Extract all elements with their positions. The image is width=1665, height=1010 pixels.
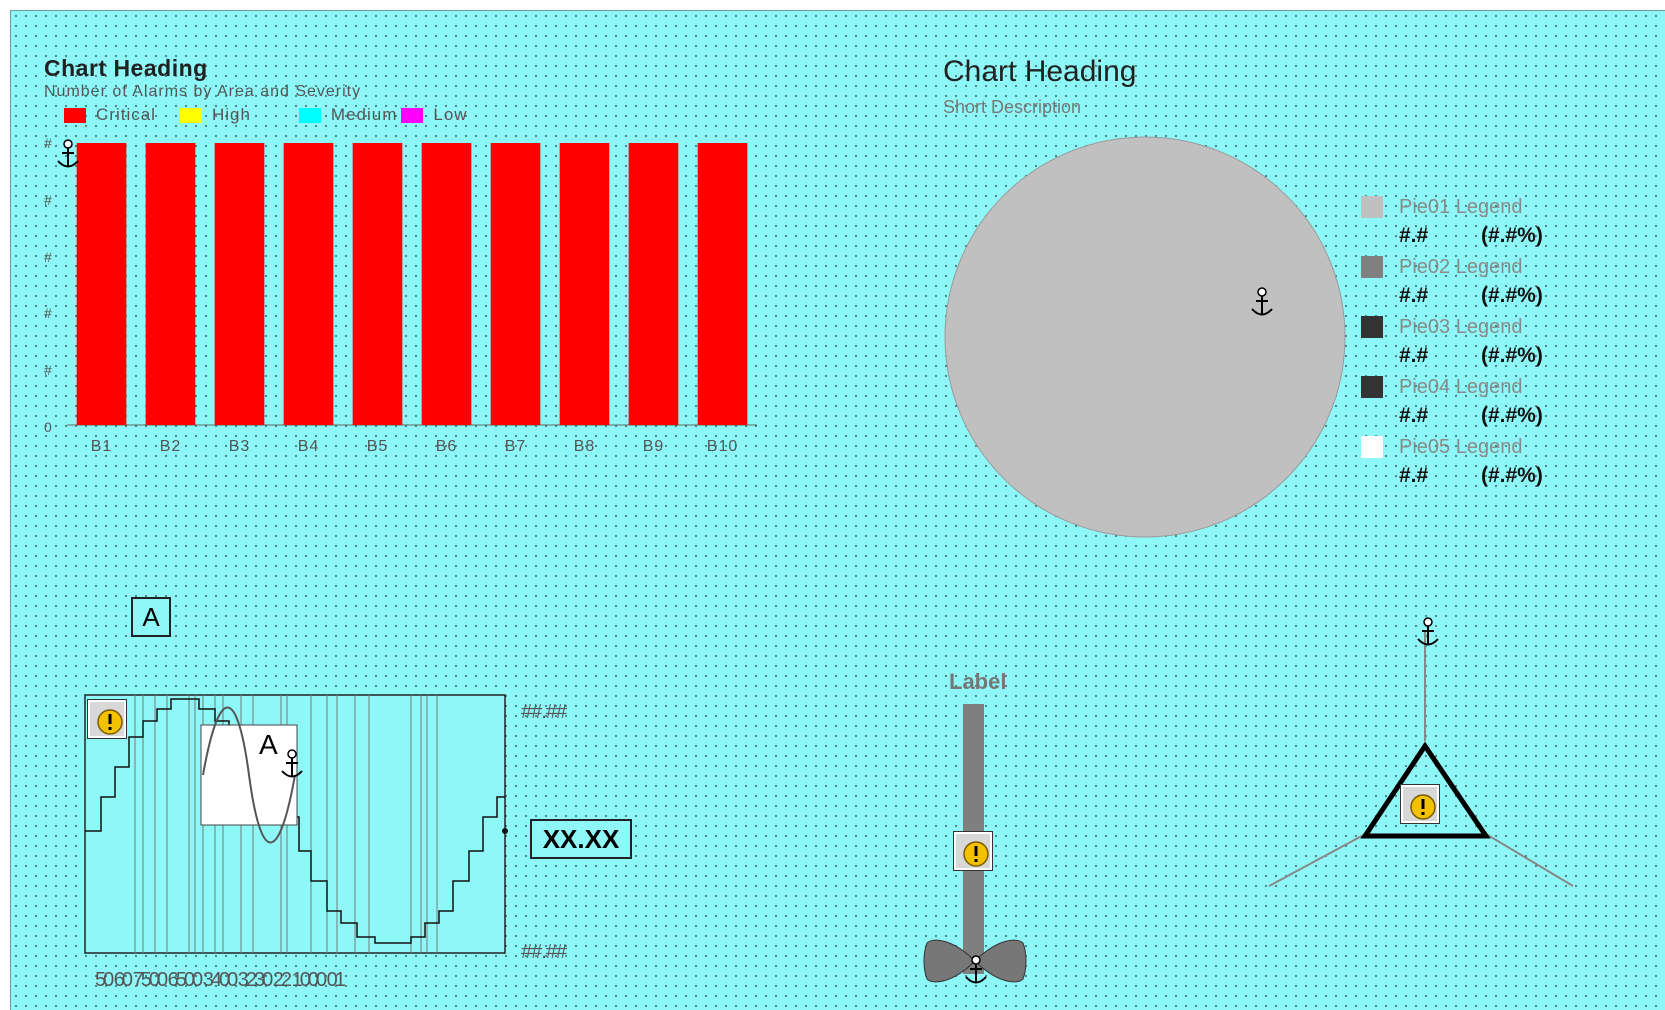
- pie-legend-swatch: [1361, 316, 1383, 338]
- pie-chart-plot: [944, 136, 1346, 538]
- anchor-icon[interactable]: [963, 955, 989, 994]
- trend-max-label: ##.##: [521, 701, 567, 723]
- design-canvas[interactable]: Chart Heading Number of Alarms by Area a…: [10, 10, 1665, 1010]
- bar-chart-legend: Critical High Medium Low: [64, 105, 468, 125]
- legend-swatch-low: [401, 107, 424, 123]
- bar-b9[interactable]: [628, 143, 679, 425]
- y-tick: #: [44, 135, 52, 151]
- x-tick-label: B3: [229, 438, 251, 455]
- pie-legend-swatch: [1361, 436, 1383, 458]
- legend-item-medium: Medium: [298, 105, 398, 125]
- label-box[interactable]: A: [131, 597, 171, 637]
- pie-legend-value: #.#: [1399, 404, 1429, 427]
- x-tick-label: B9: [643, 438, 665, 455]
- x-tick-label: B4: [298, 438, 320, 455]
- pie-legend-value: #.#: [1399, 284, 1429, 307]
- bar-chart-heading: Chart Heading: [44, 55, 208, 81]
- legend-swatch-medium: [298, 107, 321, 123]
- bar-b1[interactable]: [76, 143, 127, 425]
- legend-item-high: High: [179, 105, 251, 125]
- pie-legend-item: Pie04 Legend #.# (#.#%): [1361, 376, 1561, 436]
- pie-legend-percent: (#.#%): [1481, 464, 1543, 487]
- x-tick-label: B7: [505, 438, 527, 455]
- legend-swatch-high: [179, 107, 202, 123]
- trend-plot[interactable]: [81, 691, 521, 991]
- bar-b8[interactable]: [559, 143, 610, 425]
- pie-legend: Pie01 Legend #.# (#.#%) Pie02 Legend #.#…: [1361, 196, 1561, 496]
- x-tick-label: B10: [707, 438, 738, 455]
- y-tick: 0: [44, 419, 52, 435]
- y-tick: #: [44, 249, 52, 265]
- pie-legend-item: Pie02 Legend #.# (#.#%): [1361, 256, 1561, 316]
- bar-b3[interactable]: [214, 143, 265, 425]
- pie-legend-swatch: [1361, 376, 1383, 398]
- anchor-icon[interactable]: [279, 749, 305, 788]
- legend-swatch-critical: [64, 107, 86, 123]
- anchor-icon[interactable]: [55, 139, 81, 178]
- legend-label: Low: [433, 105, 468, 124]
- bar-b4[interactable]: [283, 143, 334, 425]
- pie-legend-percent: (#.#%): [1481, 284, 1543, 307]
- bar-b7[interactable]: [490, 143, 541, 425]
- bar-chart-subtitle: Number of Alarms by Area and Severity: [44, 83, 362, 100]
- warning-icon[interactable]: [1400, 784, 1440, 824]
- inner-label: A: [259, 729, 278, 760]
- pie-legend-label: Pie05 Legend: [1399, 436, 1523, 458]
- legend-item-low: Low: [401, 105, 467, 125]
- legend-item-critical: Critical: [64, 105, 156, 125]
- x-tick-label: B8: [574, 438, 596, 455]
- pie-legend-label: Pie02 Legend: [1399, 256, 1523, 278]
- pie-legend-label: Pie01 Legend: [1399, 196, 1523, 218]
- bar-b6[interactable]: [421, 143, 472, 425]
- bar-b2[interactable]: [145, 143, 196, 425]
- pie-legend-value: #.#: [1399, 344, 1429, 367]
- x-tick-label: B5: [367, 438, 389, 455]
- warning-icon[interactable]: [953, 831, 993, 871]
- pie-legend-item: Pie03 Legend #.# (#.#%): [1361, 316, 1561, 376]
- value-display[interactable]: XX.XX: [530, 819, 632, 859]
- pie-legend-label: Pie04 Legend: [1399, 376, 1523, 398]
- pie-legend-percent: (#.#%): [1481, 224, 1543, 247]
- pie-legend-label: Pie03 Legend: [1399, 316, 1523, 338]
- y-tick: #: [44, 305, 52, 321]
- trend-x-labels: 50 60 7500 6500 3400 3230 22 1000 01: [95, 969, 346, 991]
- pie-slice[interactable]: [944, 136, 1346, 538]
- pie-legend-value: #.#: [1399, 224, 1429, 247]
- y-tick: #: [44, 362, 52, 378]
- pie-legend-swatch: [1361, 196, 1383, 218]
- pie-legend-percent: (#.#%): [1481, 344, 1543, 367]
- y-tick: #: [44, 192, 52, 208]
- pie-legend-value: #.#: [1399, 464, 1429, 487]
- triangle-lines: [1268, 631, 1574, 887]
- trend-min-label: ##.##: [521, 941, 567, 963]
- pie-legend-percent: (#.#%): [1481, 404, 1543, 427]
- bar-chart-plot: B1 B2 B3 B4 B5 B6 B7 B8 B9 B10: [67, 143, 757, 455]
- legend-label: High: [211, 105, 251, 124]
- pie-chart-heading: Chart Heading: [943, 55, 1137, 88]
- fan-icon[interactable]: [923, 931, 1027, 996]
- warning-icon[interactable]: [87, 699, 127, 739]
- anchor-icon[interactable]: [1415, 617, 1441, 656]
- x-tick-label: B6: [436, 438, 458, 455]
- legend-label: Critical: [96, 105, 156, 124]
- legend-label: Medium: [330, 105, 398, 124]
- anchor-icon[interactable]: [1249, 287, 1275, 326]
- pie-chart-subtitle: Short Description: [943, 97, 1082, 117]
- slider-label: Label: [949, 669, 1007, 694]
- x-tick-label: B1: [91, 438, 113, 455]
- pie-legend-swatch: [1361, 256, 1383, 278]
- bar-b10[interactable]: [697, 143, 748, 425]
- pie-legend-item: Pie01 Legend #.# (#.#%): [1361, 196, 1561, 256]
- pie-legend-item: Pie05 Legend #.# (#.#%): [1361, 436, 1561, 496]
- x-tick-label: B2: [160, 438, 182, 455]
- bar-b5[interactable]: [352, 143, 403, 425]
